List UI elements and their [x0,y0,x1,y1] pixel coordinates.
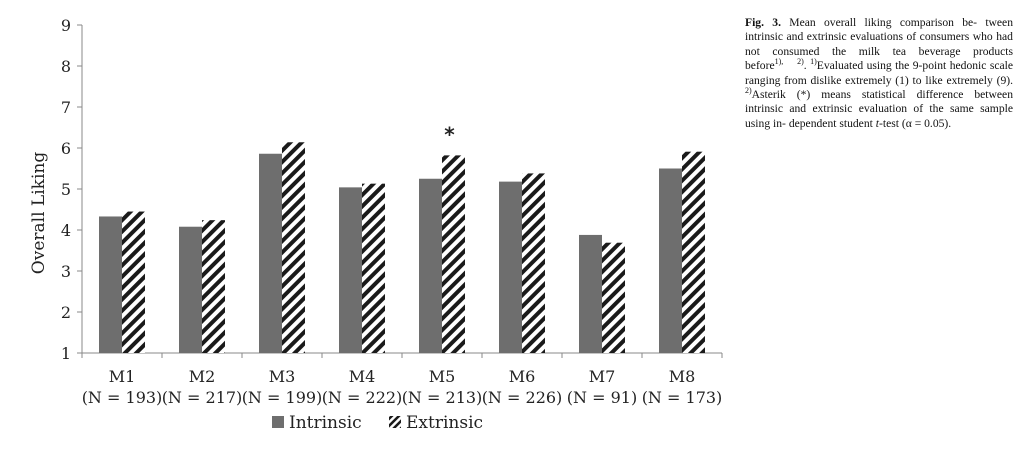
caption-line-3: consumers who had not consumed the milk [745,30,1013,58]
caption-line-11: dependent student [788,116,873,130]
legend-label-extrinsic: Extrinsic [406,413,483,433]
x-tick-label: M6 [509,367,536,386]
footnote-marker-2: 2) [797,57,804,67]
caption-line-4: tea beverage products before [745,44,1013,73]
footnote-2-marker: 2) [745,86,752,96]
caption-line-9: difference between intrinsic and extrins… [745,88,1013,116]
bar-extrinsic-m2 [202,220,225,353]
x-tick-sample-size: (N = 217) [162,388,243,407]
caption-line-8: Asterik (*) means statistical [751,88,906,102]
bar-intrinsic-m4 [339,187,362,353]
footnote-1-marker: 1) [810,57,817,67]
x-tick-label: M1 [109,367,136,386]
caption-line-5: Evaluated using the 9-point hedonic scal… [816,59,1014,73]
caption-t-italic: t [875,116,879,130]
chart-labels: M1 (N = 193) M2 (N = 217) M3 (N = 199) M4 (N = … [82,122,723,407]
chart-bars [99,142,705,353]
x-tick-label: M2 [189,367,216,386]
caption-line-1: Mean overall liking comparison be- [789,16,978,29]
x-tick-label: M4 [349,367,376,386]
x-tick-sample-size: (N = 91) [567,388,637,407]
bar-intrinsic-m8 [659,168,682,353]
bar-chart: 1 2 3 4 5 6 7 8 9 M1 (N = 193) M2 (N = 217) M3 (N = 1… [29,16,723,433]
bar-intrinsic-m7 [579,234,602,353]
bar-extrinsic-m8 [682,151,705,353]
caption-line-6: ranging from dislike extremely (1) to li… [745,73,943,87]
bar-extrinsic-m4 [362,183,385,353]
legend-swatch-extrinsic [389,416,401,428]
y-tick-label: 7 [61,98,71,117]
x-tick-sample-size: (N = 226) [482,388,563,407]
y-axis-title: Overall Liking [29,152,49,275]
x-tick-sample-size: (N = 213) [402,388,483,407]
bar-intrinsic-m2 [179,226,202,353]
bar-intrinsic-m6 [499,181,522,353]
caption-line-7: extremely (9). [946,73,1013,87]
x-tick-label: M5 [429,367,456,386]
figure-caption: Fig. 3. Mean overall liking comparison b… [745,16,1014,130]
bar-extrinsic-m6 [522,173,545,353]
caption-line-10: evaluation of the same sample using in- [745,102,1013,130]
caption-line-12: -test (α = 0.05). [879,116,952,130]
y-tick-label: 9 [61,16,71,35]
bar-extrinsic-m7 [602,242,625,353]
x-tick-sample-size: (N = 193) [82,388,163,407]
significance-asterisk: * [444,122,455,146]
y-tick-label: 6 [61,139,71,158]
bar-intrinsic-m3 [259,153,282,353]
bar-extrinsic-m3 [282,142,305,353]
legend-label-intrinsic: Intrinsic [289,413,362,433]
y-tick-label: 3 [61,262,71,281]
y-tick-label: 2 [61,303,71,322]
figure-label: Fig. 3. [745,16,781,29]
x-tick-label: M8 [669,367,696,386]
caption-line-2: tween intrinsic and extrinsic evaluation… [745,16,1013,44]
x-tick-sample-size: (N = 173) [642,388,723,407]
chart-legend: Intrinsic Extrinsic [272,413,483,433]
bar-extrinsic-m1 [122,211,145,353]
bar-extrinsic-m5 [442,155,465,353]
legend-swatch-intrinsic [272,416,284,428]
y-tick-label: 8 [61,57,71,76]
y-tick-label: 4 [61,221,71,240]
footnote-marker-1: 1), [774,57,784,67]
x-tick-sample-size: (N = 222) [322,388,403,407]
y-tick-label: 1 [61,344,71,363]
bar-intrinsic-m1 [99,216,122,353]
x-tick-sample-size: (N = 199) [242,388,323,407]
y-tick-label: 5 [61,180,71,199]
x-tick-label: M7 [589,367,616,386]
bar-intrinsic-m5 [419,178,442,353]
x-tick-label: M3 [269,367,296,386]
